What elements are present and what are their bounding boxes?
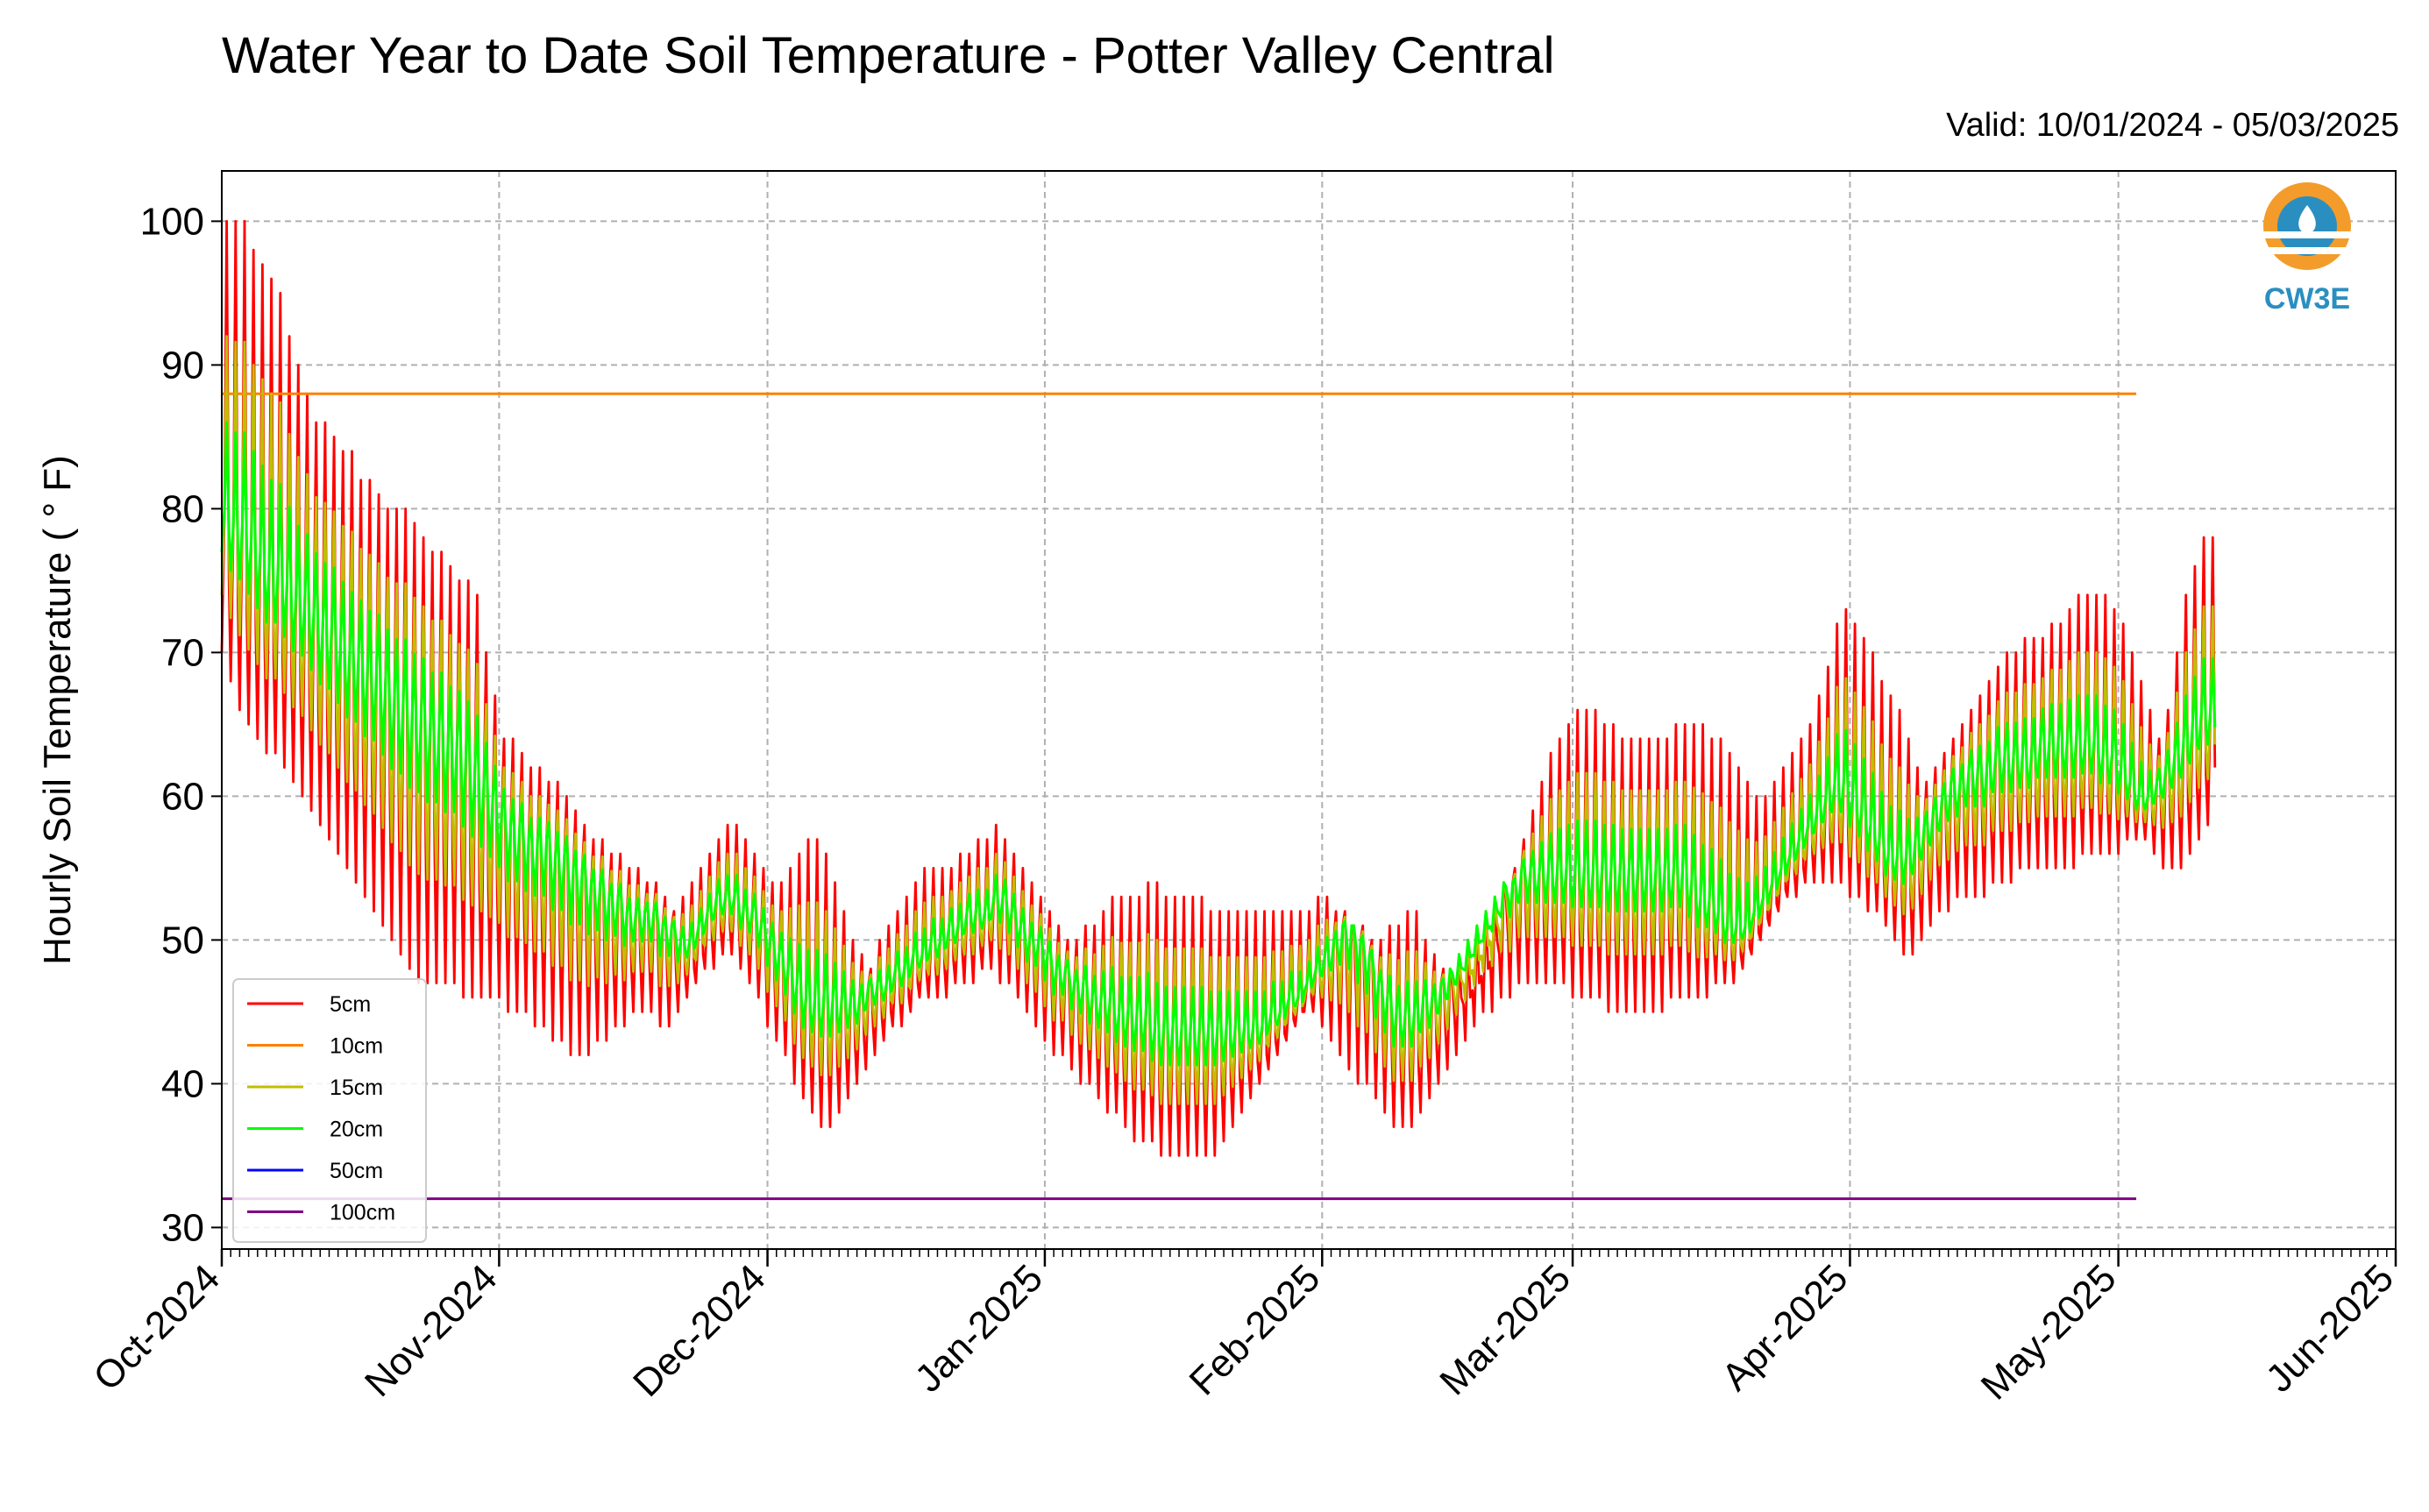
y-tick-label: 50 [161, 919, 204, 962]
x-tick-label: Feb-2025 [1182, 1256, 1329, 1403]
y-axis-label: Hourly Soil Temperature ( ° F) [36, 455, 79, 965]
y-tick-label: 70 [161, 631, 204, 674]
legend: 5cm 10cm 15cm 20cm 50cm 100cm [232, 978, 427, 1243]
x-tick-label: May-2025 [1973, 1256, 2125, 1408]
chart-title: Water Year to Date Soil Temperature - Po… [222, 27, 1555, 84]
x-tick-label: Dec-2024 [625, 1256, 774, 1405]
legend-entry: 50cm [330, 1159, 383, 1183]
series-15cm [220, 335, 2217, 1105]
x-tick-label: Jan-2025 [907, 1256, 1051, 1400]
logo-wave-1 [2263, 231, 2351, 238]
y-tick-label: 60 [161, 775, 204, 818]
y-tick-label: 40 [161, 1062, 204, 1105]
logo-wave-2 [2263, 247, 2351, 254]
legend-entry: 10cm [330, 1034, 383, 1059]
x-tick-label: Nov-2024 [357, 1256, 506, 1405]
legend-entry: 15cm [330, 1075, 383, 1100]
logo-drop-icon [2298, 205, 2316, 234]
x-tick-label: Apr-2025 [1714, 1256, 1857, 1399]
x-tick-label: Oct-2024 [85, 1256, 228, 1399]
legend-entry: 5cm [330, 992, 371, 1017]
y-tick-label: 90 [161, 344, 204, 387]
y-tick-label: 30 [161, 1206, 204, 1249]
x-tick-label: Mar-2025 [1431, 1256, 1579, 1403]
plot-frame [221, 170, 2397, 1250]
legend-entry: 20cm [330, 1118, 383, 1142]
series-20cm [220, 421, 2217, 1067]
x-tick-label: Jun-2025 [2258, 1256, 2402, 1400]
y-tick-label: 100 [140, 200, 204, 243]
legend-entry: 100cm [330, 1201, 395, 1225]
cw3e-logo: CW3E [2263, 182, 2351, 316]
logo-text: CW3E [2264, 282, 2350, 316]
y-tick-label: 80 [161, 487, 204, 530]
valid-date-range: Valid: 10/01/2024 - 05/03/2025 [1946, 107, 2399, 144]
series-lines [220, 219, 2217, 1201]
